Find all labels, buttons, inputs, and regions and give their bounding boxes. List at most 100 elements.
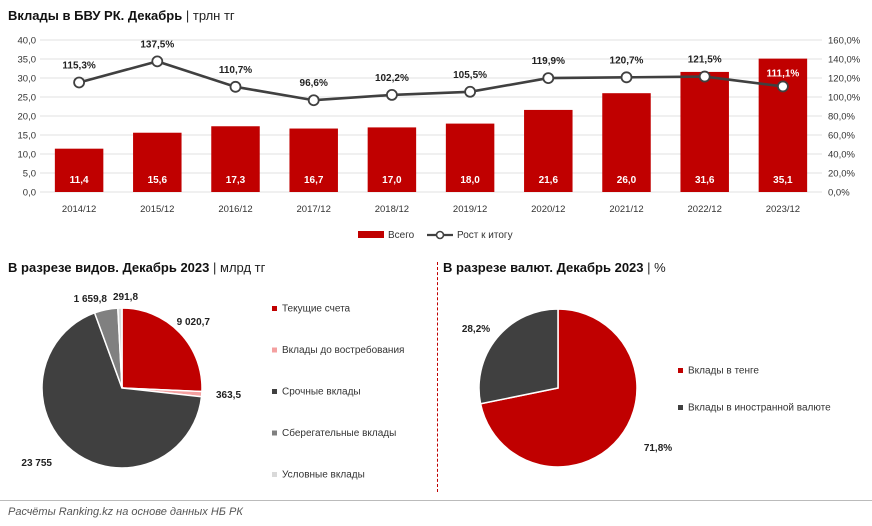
currency-chart-title: В разрезе валют. Декабрь 2023 | % xyxy=(443,260,666,275)
bar-2021/12 xyxy=(602,93,651,192)
bar-value-label: 18,0 xyxy=(460,175,480,186)
growth-point-2023/12 xyxy=(777,80,789,93)
types-legend-swatch xyxy=(272,472,277,477)
y-tick-label: 0,0 xyxy=(23,188,36,199)
types-title-unit: | млрд тг xyxy=(213,260,266,275)
bar-series: 11,4 15,6 17,3 16,7 17,0 18,0 21,6 26,0 31,6 35,1 xyxy=(54,58,808,193)
bar-value-label: 15,6 xyxy=(148,175,168,186)
y2-tick-label: 140,0% xyxy=(828,55,861,66)
bar-2014/12 xyxy=(54,148,104,192)
bar-value-label: 35,1 xyxy=(773,175,793,186)
growth-value-label: 102,2% xyxy=(375,73,409,84)
growth-point-2020/12 xyxy=(542,72,555,84)
y2-tick-label: 160,0% xyxy=(828,36,861,47)
growth-point-2018/12 xyxy=(385,89,398,101)
bar-value-label: 21,6 xyxy=(539,175,559,186)
pie-slice xyxy=(41,311,203,469)
types-legend-label: Текущие счета xyxy=(282,304,351,315)
growth-value-label: 137,5% xyxy=(140,39,174,50)
bar-value-label: 17,0 xyxy=(382,175,402,186)
growth-value-label: 110,7% xyxy=(219,65,252,76)
growth-point-2021/12 xyxy=(620,71,633,84)
types-slice-label: 363,5 xyxy=(216,390,241,401)
y-axis-right: 0,0% 20,0% 40,0% 60,0% 80,0% 100,0% 120,0% 140,… xyxy=(828,36,861,199)
y2-tick-label: 80,0% xyxy=(828,112,855,123)
bar-2020/12 xyxy=(524,109,573,192)
y-tick-label: 5,0 xyxy=(23,169,36,180)
x-tick-label: 2020/12 xyxy=(531,204,565,215)
growth-line xyxy=(78,60,784,102)
x-tick-label: 2016/12 xyxy=(218,204,252,215)
currency-slice-label: 71,8% xyxy=(644,443,672,454)
y-tick-label: 30,0 xyxy=(18,74,37,85)
growth-value-label: 119,9% xyxy=(532,56,565,67)
main-title-unit-text: трлн тг xyxy=(192,8,235,23)
growth-value-label: 105,5% xyxy=(453,70,487,81)
bar-value-label: 16,7 xyxy=(304,175,324,186)
bar-value-label: 26,0 xyxy=(617,175,637,186)
growth-value-label: 111,1% xyxy=(766,68,799,79)
types-legend-label: Срочные вклады xyxy=(282,387,361,398)
types-pie-chart: 9 020,7 363,5 23 755 1 659,8 291,8 Текущие с… xyxy=(21,292,404,481)
currency-title-unit: | % xyxy=(647,260,666,275)
currency-legend-label: Вклады в тенге xyxy=(688,366,759,377)
growth-point-2019/12 xyxy=(464,85,477,98)
types-legend-label: Вклады до востребования xyxy=(282,344,404,356)
bar-2022/12 xyxy=(680,71,729,192)
pie-slice xyxy=(121,307,203,393)
types-pie-legend: Текущие счета Вклады до востребования Сроч… xyxy=(272,304,404,481)
bar-2019/12 xyxy=(445,123,495,192)
growth-value-label: 120,7% xyxy=(610,55,644,66)
types-slice-label: 23 755 xyxy=(21,458,52,469)
growth-value-label: 115,3% xyxy=(62,60,95,71)
x-tick-label: 2021/12 xyxy=(609,204,643,215)
types-title-text: В разрезе видов. Декабрь 2023 xyxy=(8,260,210,275)
legend-bar-swatch xyxy=(358,231,384,238)
x-tick-label: 2015/12 xyxy=(140,204,174,215)
growth-value-label: 121,5% xyxy=(688,55,722,66)
currency-pie-legend: Вклады в тенге Вклады в иностранной валют… xyxy=(678,366,831,414)
types-slice-label: 1 659,8 xyxy=(74,294,108,305)
currency-title-text: В разрезе валют. Декабрь 2023 xyxy=(443,260,644,275)
y2-tick-label: 40,0% xyxy=(828,150,855,161)
x-tick-label: 2019/12 xyxy=(453,204,487,215)
section-divider xyxy=(437,262,438,492)
types-legend-swatch xyxy=(272,306,277,311)
main-legend: Всего Рост к итогу xyxy=(358,230,513,241)
x-tick-label: 2022/12 xyxy=(688,204,722,215)
types-legend-label: Сберегательные вклады xyxy=(282,427,396,439)
currency-title-unit-text: % xyxy=(654,260,666,275)
types-pie-labels: 9 020,7 363,5 23 755 1 659,8 291,8 xyxy=(21,292,241,469)
types-slice-label: 9 020,7 xyxy=(177,317,211,328)
y-tick-label: 20,0 xyxy=(18,112,37,123)
y2-tick-label: 100,0% xyxy=(828,93,861,104)
y-tick-label: 25,0 xyxy=(18,93,37,104)
legend-bar-label: Всего xyxy=(388,230,415,241)
currency-legend-swatch xyxy=(678,368,683,373)
x-tick-label: 2023/12 xyxy=(766,204,800,215)
currency-legend-label: Вклады в иностранной валюте xyxy=(688,403,831,414)
bar-2018/12 xyxy=(367,127,417,192)
x-tick-label: 2014/12 xyxy=(62,204,96,215)
currency-pie-labels: 71,8% 28,2% xyxy=(462,324,672,454)
pie-slice xyxy=(117,307,123,389)
y-tick-label: 35,0 xyxy=(18,55,37,66)
growth-value-label: 96,6% xyxy=(300,78,328,89)
bar-value-label: 11,4 xyxy=(70,175,89,186)
currency-legend-swatch xyxy=(678,405,683,410)
types-title-unit-text: млрд тг xyxy=(220,260,266,275)
bar-value-label: 31,6 xyxy=(695,175,715,186)
footer-rule xyxy=(0,500,872,501)
x-tick-label: 2018/12 xyxy=(375,204,409,215)
y-tick-label: 10,0 xyxy=(18,150,37,161)
deposits-combo-chart: 0,0 5,0 10,0 15,0 20,0 25,0 30,0 35,0 40,0 0,0% 2… xyxy=(18,36,861,242)
main-title-unit: | трлн тг xyxy=(185,8,235,23)
growth-point-2022/12 xyxy=(698,70,711,83)
types-slice-label: 291,8 xyxy=(113,292,138,303)
bar-2016/12 xyxy=(211,126,260,192)
types-legend-swatch xyxy=(272,347,277,353)
y-axis-left: 0,0 5,0 10,0 15,0 20,0 25,0 30,0 35,0 40,0 xyxy=(18,36,37,199)
line-series: 115,3% 137,5% 110,7% 96,6% 102,2% 105,5% 119,9… xyxy=(62,39,799,107)
bar-2017/12 xyxy=(289,128,338,192)
y2-tick-label: 60,0% xyxy=(828,131,855,142)
